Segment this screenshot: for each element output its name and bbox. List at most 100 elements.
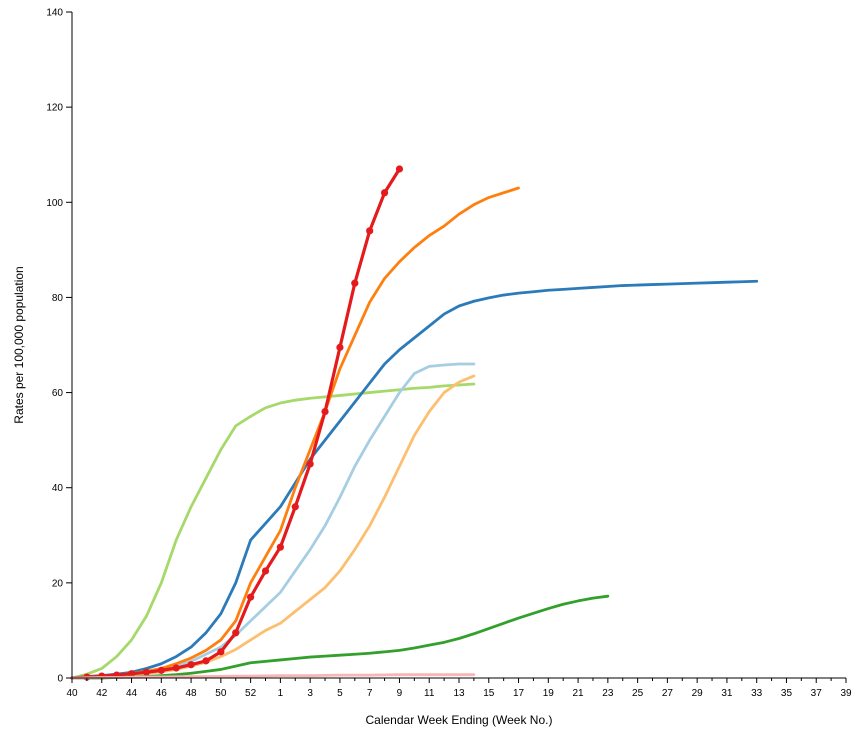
y-tick: 20	[52, 578, 72, 589]
series-line	[70, 362, 476, 680]
x-tick-label: 27	[662, 688, 674, 699]
x-tick: 25	[632, 688, 644, 699]
data-point	[127, 670, 136, 678]
x-tick-label: 44	[126, 688, 138, 699]
x-tick: 35	[781, 688, 793, 699]
y-tick: 140	[46, 8, 72, 19]
x-tick: 15	[483, 688, 495, 699]
x-tick-label: 21	[573, 688, 585, 699]
data-point	[261, 567, 270, 575]
y-tick: 80	[52, 293, 72, 304]
x-tick: 40	[66, 688, 78, 699]
x-tick: 50	[215, 688, 227, 699]
x-tick-label: 48	[186, 688, 198, 699]
x-tick-label: 11	[424, 688, 435, 699]
y-tick-label: 20	[52, 578, 64, 589]
data-point	[306, 460, 314, 468]
series-5	[70, 165, 404, 681]
data-point	[142, 668, 151, 676]
x-tick-label: 9	[397, 688, 403, 699]
x-tick: 27	[662, 688, 674, 699]
x-tick-label: 42	[96, 688, 108, 699]
data-point	[336, 343, 344, 351]
data-point	[232, 629, 240, 637]
x-tick: 46	[156, 688, 168, 699]
data-point	[351, 279, 359, 287]
x-tick: 48	[186, 688, 198, 699]
x-tick-label: 7	[367, 688, 373, 699]
series-line	[472, 279, 759, 303]
y-tick: 120	[46, 103, 72, 114]
x-tick-label: 35	[781, 688, 793, 699]
x-tick: 19	[543, 688, 555, 699]
series-line	[70, 594, 610, 680]
data-point	[380, 189, 389, 197]
data-point	[276, 543, 284, 551]
data-point	[187, 661, 195, 669]
series-3	[70, 374, 476, 680]
y-tick-label: 60	[52, 388, 64, 399]
data-point	[202, 657, 210, 665]
y-tick-label: 120	[46, 103, 63, 114]
series-0	[70, 382, 476, 680]
x-tick-label: 40	[66, 688, 78, 699]
x-tick-label: 33	[751, 688, 763, 699]
x-tick: 5	[337, 688, 343, 699]
series-6	[70, 594, 610, 680]
series-7	[70, 673, 476, 680]
x-tick-label: 52	[245, 688, 257, 699]
x-tick-label: 31	[721, 688, 733, 699]
x-tick-label: 13	[453, 688, 465, 699]
y-tick-label: 0	[57, 674, 63, 685]
series-line	[70, 299, 476, 680]
plot-area	[70, 165, 759, 681]
y-axis: 0 20 40 60 80 100 120 140	[46, 8, 73, 685]
x-tick-label: 17	[513, 688, 525, 699]
data-point	[172, 664, 180, 672]
x-tick: 11	[424, 688, 435, 699]
series-4	[70, 186, 520, 680]
series-line	[70, 673, 476, 680]
series-8	[472, 279, 759, 303]
x-tick-label: 29	[692, 688, 704, 699]
data-point	[247, 593, 255, 601]
x-tick-label: 50	[215, 688, 227, 699]
x-tick: 9	[397, 688, 403, 699]
series-2	[70, 362, 476, 680]
y-tick: 0	[57, 674, 72, 685]
x-tick-label: 23	[602, 688, 614, 699]
y-tick-label: 140	[46, 8, 63, 19]
data-point	[217, 648, 225, 656]
y-tick: 40	[52, 483, 72, 494]
x-tick: 29	[692, 688, 704, 699]
x-tick: 52	[245, 688, 257, 699]
y-axis-label: Rates per 100,000 population	[12, 266, 26, 423]
x-tick: 37	[811, 688, 823, 699]
x-tick: 17	[513, 688, 525, 699]
x-tick: 31	[721, 688, 733, 699]
y-tick-label: 100	[46, 198, 63, 209]
x-tick: 7	[367, 688, 373, 699]
x-axis-label: Calendar Week Ending (Week No.)	[366, 713, 553, 727]
series-line	[70, 186, 520, 680]
data-point	[157, 666, 165, 674]
x-tick-label: 5	[337, 688, 343, 699]
x-axis: 40 42 44 46 48 50 52 1 3 5 7 9 11 13 15 17 19 21 23 25 27 29 3…	[66, 677, 852, 699]
data-point	[291, 503, 299, 511]
x-tick: 39	[840, 688, 852, 699]
y-tick-label: 40	[52, 483, 64, 494]
data-point	[366, 227, 374, 235]
x-tick-label: 1	[278, 688, 284, 699]
y-tick-label: 80	[52, 293, 64, 304]
x-tick-label: 39	[840, 688, 852, 699]
y-tick: 60	[52, 388, 72, 399]
data-point	[321, 408, 329, 416]
x-tick-label: 15	[483, 688, 495, 699]
series-line	[70, 167, 402, 680]
x-tick: 3	[307, 688, 313, 699]
x-tick: 21	[573, 688, 585, 699]
x-tick: 33	[751, 688, 763, 699]
series-line	[70, 382, 476, 680]
x-tick-label: 3	[307, 688, 313, 699]
